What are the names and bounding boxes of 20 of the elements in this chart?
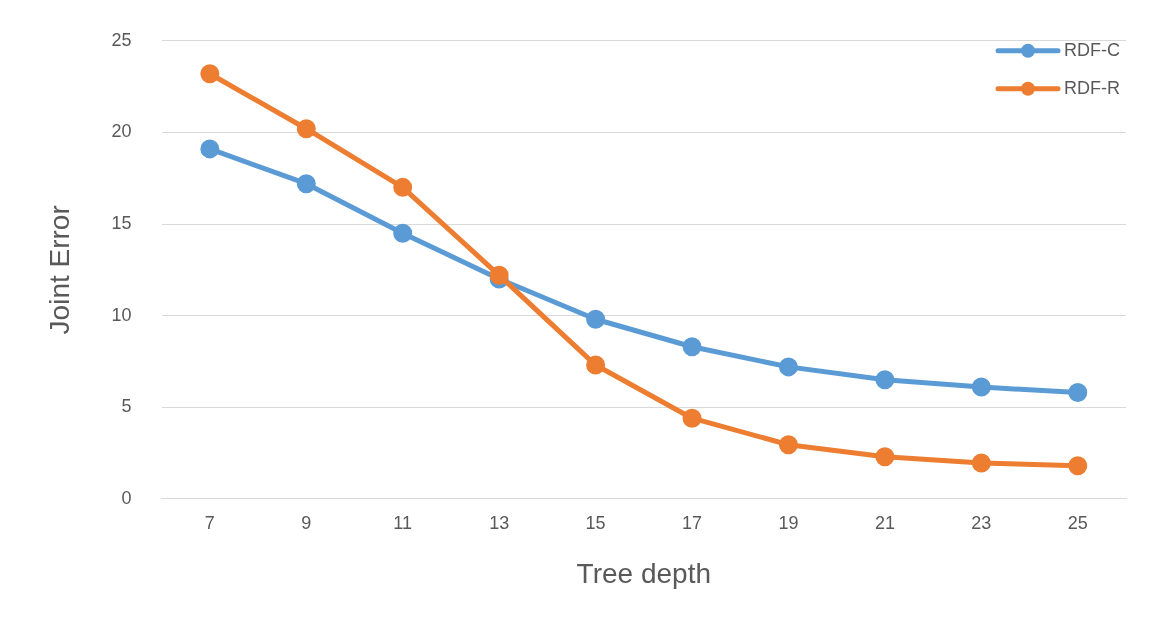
x-tick-label: 21 (874, 512, 895, 533)
x-tick-label: 9 (301, 512, 312, 533)
y-axis-title: Joint Error (43, 205, 75, 335)
y-tick-label: 0 (121, 487, 132, 508)
legend-label: RDF-R (1064, 77, 1121, 98)
x-tick-label: 15 (585, 512, 606, 533)
y-tick-label: 10 (111, 304, 132, 325)
x-tick-label: 11 (393, 512, 413, 533)
x-tick-label: 17 (682, 512, 703, 533)
y-tick-label: 20 (111, 121, 132, 142)
x-tick-label: 19 (778, 512, 799, 533)
x-tick-label: 7 (204, 512, 215, 533)
x-axis-title: Tree depth (576, 557, 712, 589)
x-tick-label: 23 (971, 512, 992, 533)
y-tick-label: 5 (121, 396, 132, 417)
y-tick-label: 25 (111, 29, 132, 50)
x-tick-label: 25 (1067, 512, 1088, 533)
legend-label: RDF-C (1064, 39, 1121, 60)
x-tick-label: 13 (489, 512, 510, 533)
y-tick-label: 15 (111, 212, 132, 233)
